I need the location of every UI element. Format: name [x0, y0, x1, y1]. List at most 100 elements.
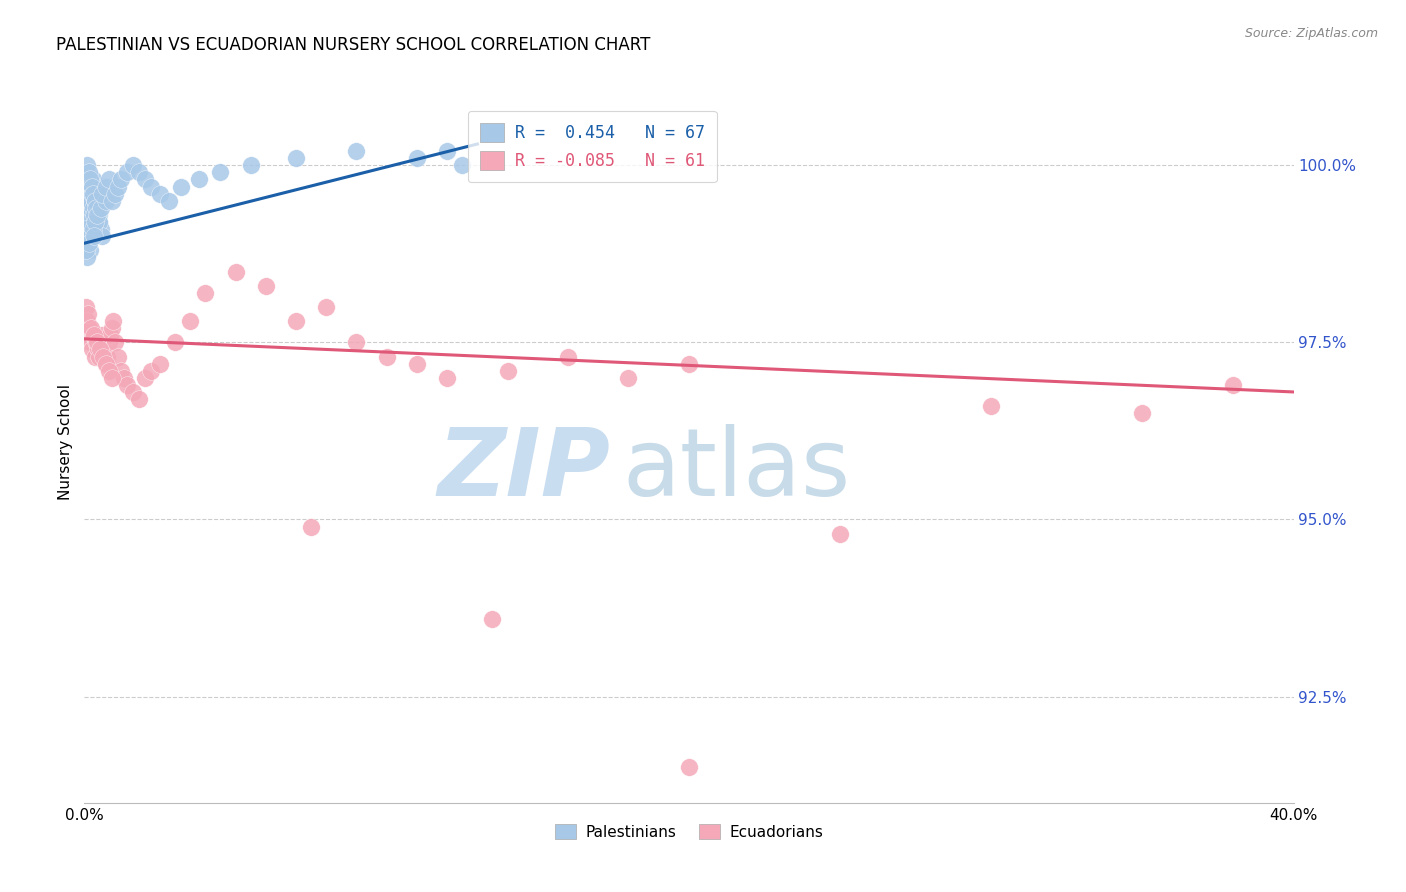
Point — [84, 194, 107, 208]
Text: atlas: atlas — [623, 425, 851, 516]
Point — [406, 357, 429, 371]
Legend: Palestinians, Ecuadorians: Palestinians, Ecuadorians — [548, 818, 830, 846]
Point — [87, 208, 110, 222]
Point — [128, 392, 150, 406]
Point — [77, 236, 100, 251]
Point — [82, 222, 104, 236]
Point — [134, 371, 156, 385]
Point — [79, 244, 101, 258]
Point — [77, 236, 100, 251]
Point — [98, 328, 121, 343]
Point — [1222, 377, 1244, 392]
Point — [128, 165, 150, 179]
Point — [285, 314, 308, 328]
Point — [89, 215, 111, 229]
Point — [82, 201, 104, 215]
Point — [346, 144, 368, 158]
Point — [104, 335, 127, 350]
Point — [225, 264, 247, 278]
Point — [76, 251, 98, 265]
Point — [94, 194, 117, 208]
Point — [209, 165, 232, 179]
Point — [80, 229, 103, 244]
Text: Source: ZipAtlas.com: Source: ZipAtlas.com — [1244, 27, 1378, 40]
Point — [107, 350, 129, 364]
Point — [87, 201, 110, 215]
Point — [678, 760, 700, 774]
Point — [101, 314, 124, 328]
Point — [87, 343, 110, 357]
Point — [75, 222, 97, 236]
Point — [134, 172, 156, 186]
Point — [91, 328, 114, 343]
Point — [77, 165, 100, 179]
Point — [194, 285, 217, 300]
Point — [91, 229, 114, 244]
Point — [94, 357, 117, 371]
Point — [76, 201, 98, 215]
Point — [110, 172, 132, 186]
Point — [285, 151, 308, 165]
Point — [84, 215, 107, 229]
Point — [91, 350, 114, 364]
Point — [75, 244, 97, 258]
Point — [96, 350, 118, 364]
Point — [80, 179, 103, 194]
Point — [86, 186, 108, 201]
Point — [79, 201, 101, 215]
Point — [97, 172, 120, 186]
Point — [97, 335, 120, 350]
Point — [94, 357, 117, 371]
Point — [89, 215, 111, 229]
Point — [239, 158, 262, 172]
Point — [406, 151, 429, 165]
Point — [75, 300, 97, 314]
Point — [980, 399, 1002, 413]
Point — [80, 186, 103, 201]
Point — [179, 314, 201, 328]
Text: PALESTINIAN VS ECUADORIAN NURSERY SCHOOL CORRELATION CHART: PALESTINIAN VS ECUADORIAN NURSERY SCHOOL… — [56, 36, 651, 54]
Point — [139, 364, 162, 378]
Point — [84, 350, 107, 364]
Point — [375, 350, 398, 364]
Point — [121, 384, 143, 399]
Point — [1132, 406, 1154, 420]
Point — [107, 179, 129, 194]
Point — [93, 343, 115, 357]
Point — [79, 194, 101, 208]
Point — [77, 186, 100, 201]
Point — [157, 194, 180, 208]
Point — [101, 371, 124, 385]
Text: ZIP: ZIP — [437, 425, 610, 516]
Point — [77, 194, 100, 208]
Point — [90, 335, 112, 350]
Point — [76, 314, 98, 328]
Point — [436, 371, 458, 385]
Point — [86, 208, 108, 222]
Point — [830, 526, 852, 541]
Point — [80, 343, 103, 357]
Point — [496, 364, 519, 378]
Point — [76, 328, 98, 343]
Point — [84, 194, 107, 208]
Point — [83, 328, 105, 343]
Point — [76, 158, 98, 172]
Point — [315, 300, 337, 314]
Point — [481, 612, 503, 626]
Point — [678, 357, 700, 371]
Point — [100, 194, 122, 208]
Point — [77, 307, 100, 321]
Point — [76, 208, 98, 222]
Point — [254, 278, 277, 293]
Y-axis label: Nursery School: Nursery School — [58, 384, 73, 500]
Point — [79, 172, 101, 186]
Point — [77, 321, 100, 335]
Point — [98, 364, 121, 378]
Point — [121, 158, 143, 172]
Point — [346, 335, 368, 350]
Point — [170, 179, 193, 194]
Point — [139, 179, 162, 194]
Point — [451, 158, 474, 172]
Point — [86, 335, 108, 350]
Point — [84, 179, 107, 194]
